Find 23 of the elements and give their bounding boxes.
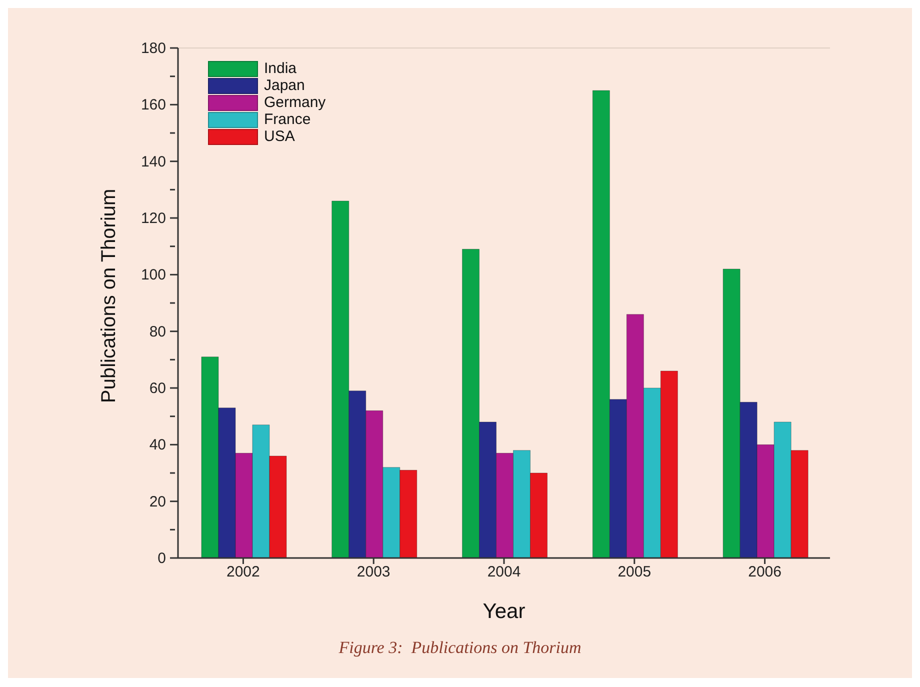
x-axis-title: Year <box>482 600 526 623</box>
y-tick-label: 100 <box>140 266 166 284</box>
x-tick-label: 2005 <box>618 564 652 581</box>
legend-label: France <box>264 111 311 128</box>
legend-label: USA <box>264 128 295 145</box>
y-tick-label: 180 <box>140 40 166 57</box>
y-tick-label: 120 <box>140 210 166 227</box>
legend-label: Germany <box>264 94 326 111</box>
y-tick-label: 20 <box>149 493 166 510</box>
y-tick-label: 60 <box>149 380 166 397</box>
x-tick-label: 2003 <box>356 564 390 581</box>
x-tick-label: 2004 <box>487 564 521 581</box>
x-tick-label: 2002 <box>226 564 260 581</box>
y-tick-label: 0 <box>158 550 166 567</box>
x-tick-label: 2006 <box>748 564 782 581</box>
y-axis-title: Publications on Thorium <box>98 188 120 403</box>
y-tick-label: 40 <box>149 436 166 454</box>
caption: Figure 3: Publications on Thorium <box>338 638 582 658</box>
y-tick-label: 140 <box>140 153 166 170</box>
legend-label: Japan <box>264 77 305 94</box>
y-tick-label: 160 <box>140 96 166 114</box>
y-tick-label: 80 <box>149 323 166 340</box>
legend-label: India <box>264 60 297 77</box>
